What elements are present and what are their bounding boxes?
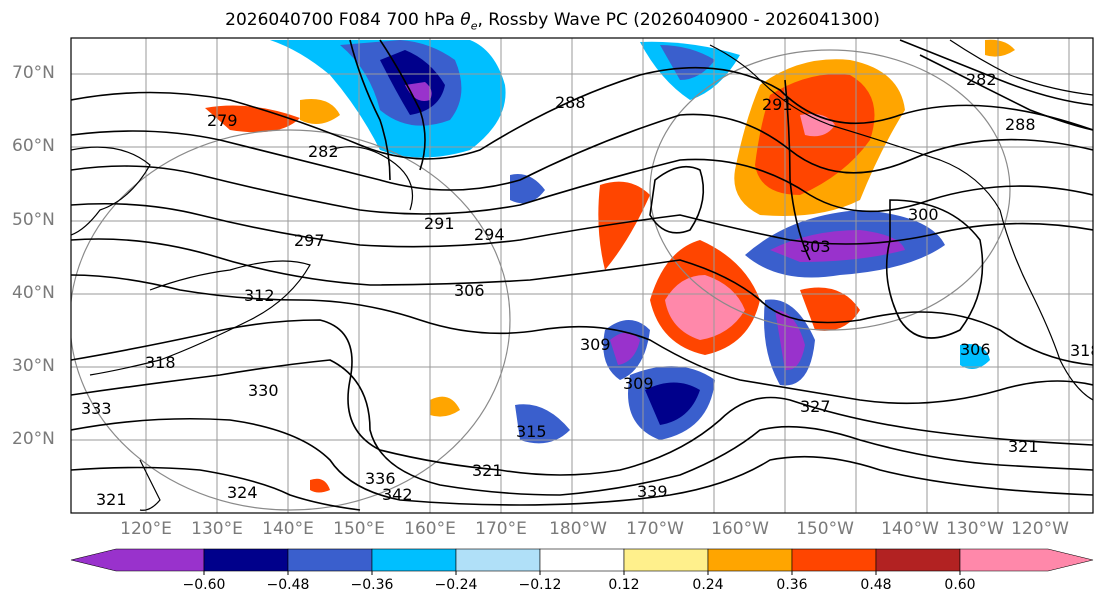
contour-label: 342 [382, 485, 413, 504]
theta-e-contours [71, 39, 1093, 511]
contour-label: 336 [365, 469, 396, 488]
contour-label: 327 [800, 397, 831, 416]
colorbar-tick-label: −0.60 [182, 577, 226, 593]
lat-label: 60°N [12, 136, 55, 156]
lon-label: 130°W [946, 519, 1004, 539]
lat-label: 70°N [12, 63, 55, 83]
coastlines [71, 39, 1093, 511]
contour-label: 297 [294, 231, 325, 250]
colorbar-tick-label: −0.24 [434, 577, 478, 593]
contour-label: 315 [516, 422, 547, 441]
contour-label: 282 [966, 70, 997, 89]
title-theta-sub: e [470, 19, 478, 33]
lat-label: 30°N [12, 356, 55, 376]
lat-label: 50°N [12, 210, 55, 230]
colorbar-tick-label: 0.24 [692, 577, 724, 593]
contour-label: 318 [145, 353, 176, 372]
lon-label: 170°W [626, 519, 684, 539]
contour-label: 318 [1070, 341, 1101, 360]
map-frame [70, 37, 1094, 514]
lon-label: 140°W [881, 519, 939, 539]
colorbar-tick-label: 0.48 [860, 577, 892, 593]
colorbar-tick-label: −0.36 [350, 577, 394, 593]
lon-label: 130°E [191, 519, 243, 539]
lon-label: 160°E [404, 519, 456, 539]
contour-label: 324 [227, 483, 258, 502]
contour-label: 309 [623, 374, 654, 393]
contour-label: 294 [474, 225, 505, 244]
title-prefix: 2026040700 F084 700 hPa [225, 10, 461, 30]
colorbar-tick-label: 0.12 [608, 577, 640, 593]
contour-label: 309 [580, 335, 611, 354]
lon-label: 120°W [1011, 519, 1069, 539]
contour-label: 288 [555, 93, 586, 112]
contour-label: 312 [244, 286, 275, 305]
contour-label: 291 [762, 95, 793, 114]
lat-label: 20°N [12, 429, 55, 449]
lon-label: 150°W [796, 519, 854, 539]
contour-label: 291 [424, 214, 455, 233]
contour-label: 306 [960, 340, 991, 359]
colorbar-tick-label: 0.36 [776, 577, 808, 593]
contour-label: 306 [454, 281, 485, 300]
lon-label: 160°W [711, 519, 769, 539]
contour-labels: 279 282 282 288 288 291 294 297 300 303 … [81, 70, 1101, 509]
contour-label: 339 [637, 482, 668, 501]
contour-label: 282 [308, 142, 339, 161]
contour-label: 321 [1008, 437, 1039, 456]
contour-label: 279 [207, 111, 238, 130]
contour-label: 321 [96, 490, 127, 509]
colorbar-tick-label: −0.12 [518, 577, 562, 593]
contour-label: 303 [800, 237, 831, 256]
lon-label: 120°E [120, 519, 172, 539]
colorbar-tick-label: 0.60 [944, 577, 976, 593]
title-theta: θ [460, 10, 471, 30]
colorbar-tick-label: −0.48 [266, 577, 310, 593]
contour-label: 321 [472, 461, 503, 480]
contour-label: 330 [248, 381, 279, 400]
lon-label: 180°W [549, 519, 607, 539]
contour-label: 333 [81, 399, 112, 418]
title-suffix: , Rossby Wave PC (2026040900 - 202604130… [477, 10, 880, 30]
range-circles [71, 49, 1011, 511]
lon-label: 140°E [262, 519, 314, 539]
contour-label: 300 [908, 205, 939, 224]
plot-title: 2026040700 F084 700 hPa θe, Rossby Wave … [0, 10, 1105, 32]
lon-label: 150°E [333, 519, 385, 539]
contour-label: 288 [1005, 115, 1036, 134]
lat-label: 40°N [12, 283, 55, 303]
lon-label: 170°E [475, 519, 527, 539]
